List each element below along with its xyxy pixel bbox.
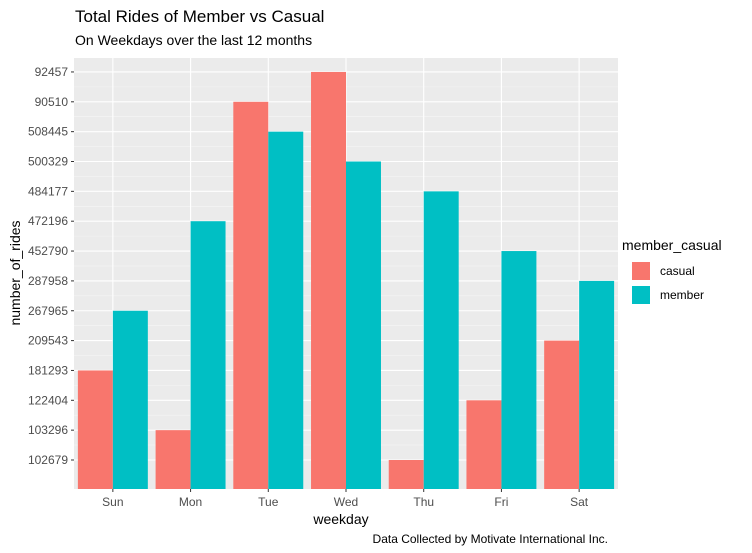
- bars: [77, 71, 615, 490]
- y-axis-title: number_of_rides: [7, 220, 23, 325]
- bar-casual-fri: [466, 400, 502, 489]
- bar-member-fri: [501, 251, 537, 489]
- legend-item-member: member: [622, 283, 722, 307]
- bar-member-tue: [268, 131, 304, 489]
- y-tick-label: 181293: [28, 363, 68, 377]
- y-tick-label: 209543: [28, 334, 68, 348]
- legend-label-casual: casual: [660, 264, 695, 278]
- bar-casual-tue: [233, 101, 269, 490]
- bar-casual-sat: [544, 340, 580, 489]
- bar-member-sun: [112, 310, 148, 489]
- bar-casual-sun: [77, 370, 113, 489]
- chart-caption: Data Collected by Motivate International…: [372, 532, 608, 546]
- x-tick-label: Mon: [179, 495, 202, 509]
- y-tick-label: 122404: [28, 393, 68, 407]
- y-tick-label: 508445: [28, 125, 68, 139]
- bar-member-mon: [190, 221, 226, 489]
- bar-member-sat: [579, 280, 615, 489]
- bar-member-wed: [346, 161, 381, 489]
- x-axis-title: weekday: [312, 511, 368, 527]
- bar-casual-mon: [155, 430, 191, 489]
- bar-member-thu: [423, 191, 459, 489]
- bar-casual-thu: [388, 460, 424, 489]
- chart-title: Total Rides of Member vs Casual: [75, 7, 325, 26]
- x-tick-label: Fri: [494, 495, 508, 509]
- y-tick-label: 267965: [28, 304, 68, 318]
- y-tick-label: 92457: [35, 65, 69, 79]
- y-tick-label: 500329: [28, 155, 68, 169]
- y-tick-label: 484177: [28, 184, 68, 198]
- chart-subtitle: On Weekdays over the last 12 months: [75, 32, 313, 48]
- x-tick-label: Tue: [258, 495, 279, 509]
- y-tick-label: 287958: [28, 274, 68, 288]
- legend-swatch-member: [632, 286, 650, 304]
- legend-label-member: member: [660, 288, 705, 302]
- y-tick-label: 452790: [28, 244, 68, 258]
- y-tick-label: 90510: [35, 95, 69, 109]
- y-tick-label: 102679: [28, 453, 68, 467]
- x-tick-label: Wed: [334, 495, 358, 509]
- x-tick-label: Sat: [570, 495, 589, 509]
- legend-title: member_casual: [622, 237, 722, 253]
- y-tick-label: 472196: [28, 214, 68, 228]
- y-tick-label: 103296: [28, 423, 68, 437]
- x-tick-label: Thu: [413, 495, 434, 509]
- legend-item-casual: casual: [622, 259, 722, 283]
- x-tick-label: Sun: [102, 495, 123, 509]
- bar-casual-wed: [311, 71, 346, 489]
- legend-swatch-casual: [632, 262, 650, 280]
- axes: 102679 103296 122404 181293 209543 267965 2879…: [28, 65, 589, 509]
- legend: member_casual casual member: [622, 237, 722, 307]
